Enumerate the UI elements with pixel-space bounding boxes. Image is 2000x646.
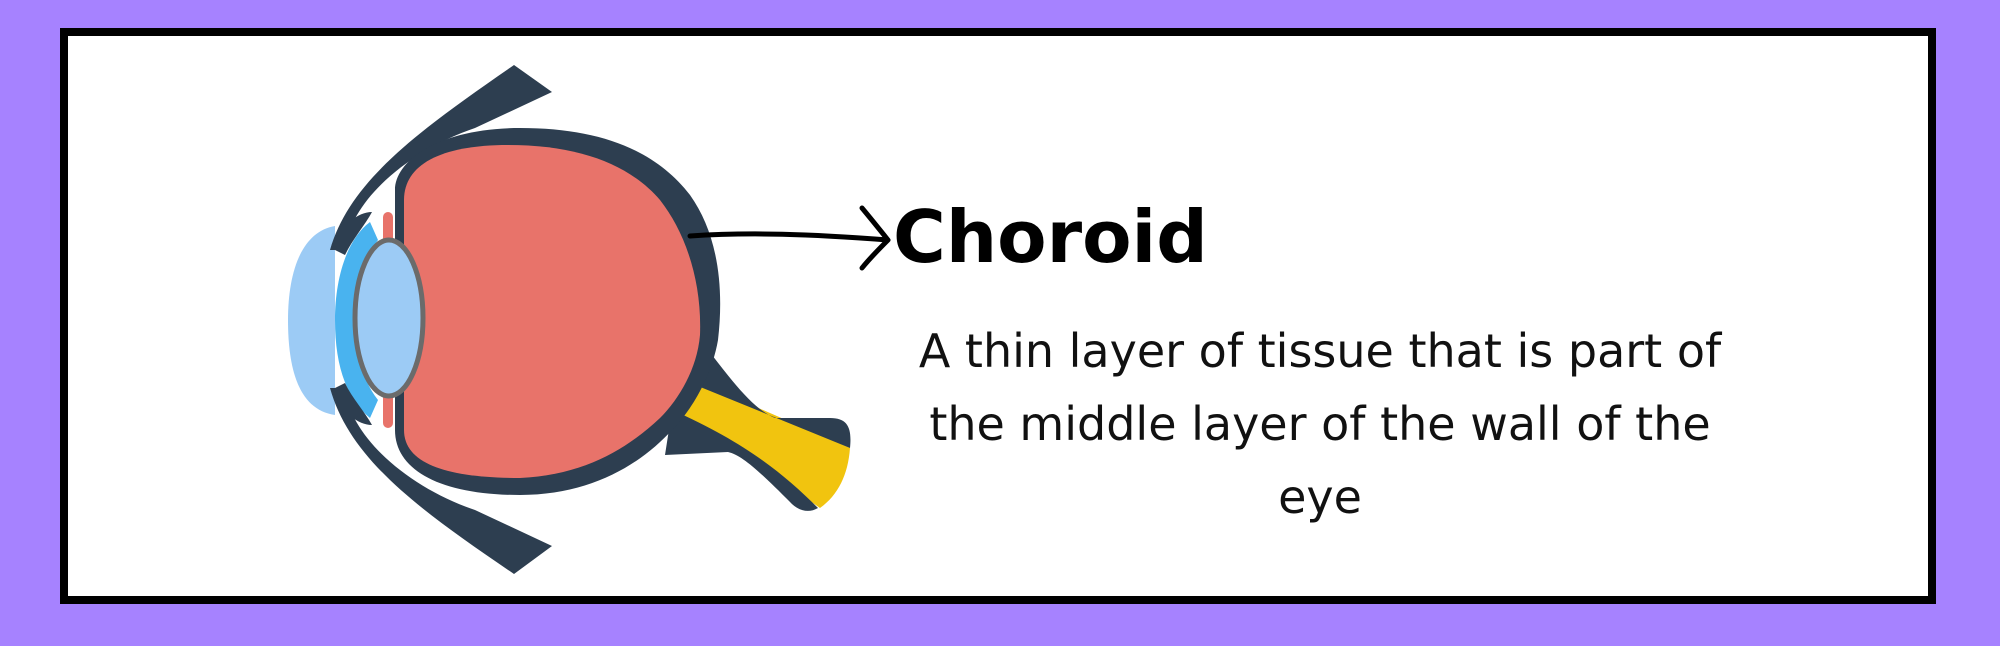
cornea-bulge [288,226,335,415]
lower-eyelid [330,388,552,574]
upper-eyelid [330,65,552,250]
lens [352,237,426,399]
pointer-arrow-icon [687,205,891,271]
lid-edge-lower [335,383,372,425]
structure-label: Choroid [893,195,1208,279]
structure-description: A thin layer of tissue that is part of t… [918,324,1722,524]
optic-nerve-sheath [688,355,851,448]
optic-nerve-sheath-lower [665,410,818,511]
cornea [335,222,378,418]
lid-edge-upper [335,212,372,255]
vitreous-body [404,145,701,478]
optic-nerve [672,378,850,508]
